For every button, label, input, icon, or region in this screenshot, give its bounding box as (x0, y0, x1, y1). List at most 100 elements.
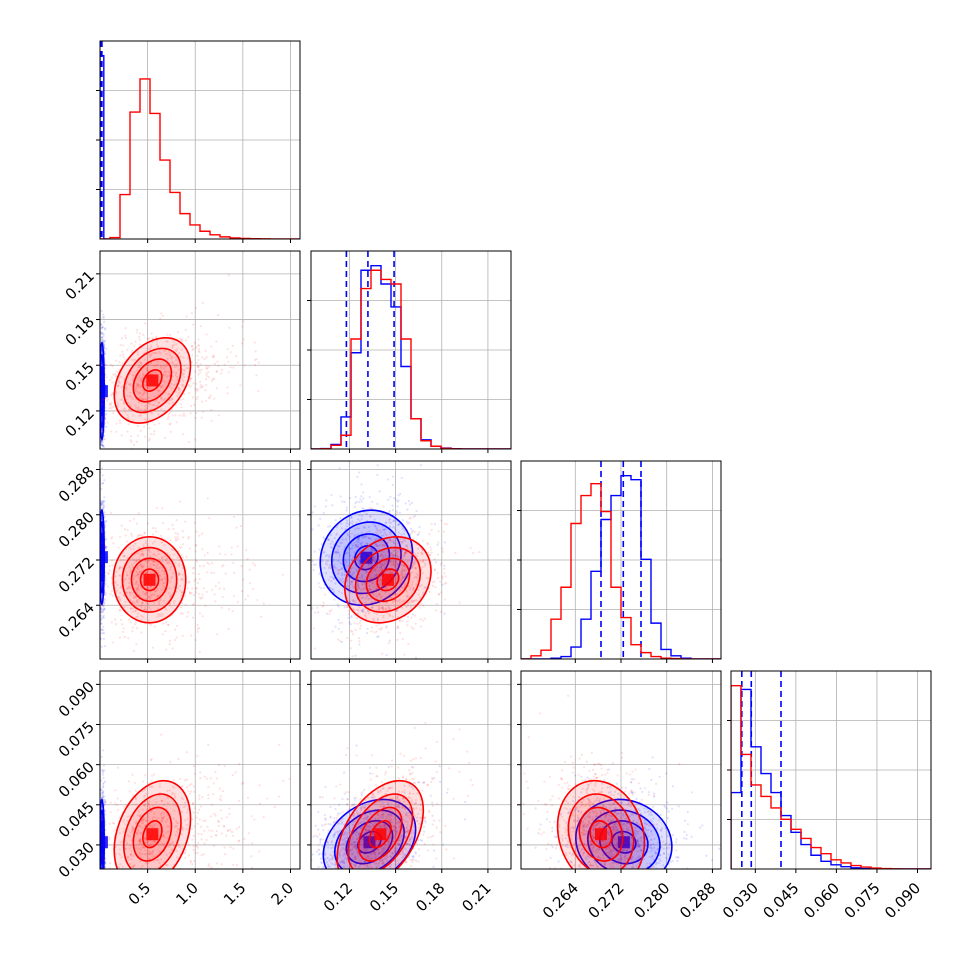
scatter-point (328, 613, 330, 615)
scatter-point (367, 543, 369, 545)
scatter-point (165, 648, 167, 650)
scatter-point (101, 769, 103, 771)
scatter-point (292, 613, 294, 615)
scatter-point (371, 626, 373, 628)
scatter-point (348, 621, 350, 623)
scatter-point (133, 650, 135, 652)
scatter-point (208, 517, 210, 519)
scatter-point (239, 384, 241, 386)
scatter-point (338, 556, 340, 558)
scatter-point (97, 811, 99, 813)
scatter-point (154, 423, 156, 425)
scatter-point (98, 397, 100, 399)
scatter-point (387, 499, 389, 501)
scatter-point (216, 371, 218, 373)
panel-content (78, 734, 291, 960)
scatter-point (220, 372, 222, 374)
scatter-point (103, 764, 105, 766)
histogram-red-p0 (100, 79, 300, 239)
scatter-point (101, 870, 103, 872)
scatter-point (441, 547, 443, 549)
scatter-point (441, 577, 443, 579)
scatter-point (437, 577, 439, 579)
scatter-point (126, 349, 128, 351)
scatter-point (98, 394, 100, 396)
scatter-point (102, 884, 104, 886)
scatter-point (136, 331, 138, 333)
scatter-point (131, 630, 133, 632)
scatter-point (102, 451, 104, 453)
scatter-point (206, 375, 208, 377)
scatter-point (100, 880, 102, 882)
panel-content (265, 464, 480, 664)
scatter-point (200, 363, 202, 365)
scatter-point (176, 625, 178, 627)
scatter-point (99, 873, 101, 875)
scatter-point (102, 911, 104, 913)
scatter-point (350, 647, 352, 649)
scatter-point (177, 538, 179, 540)
scatter-point (136, 523, 138, 525)
scatter-point (178, 414, 180, 416)
scatter-point (102, 335, 104, 337)
scatter-point (127, 529, 129, 531)
scatter-point (155, 336, 157, 338)
scatter-point (443, 531, 445, 533)
scatter-point (202, 302, 204, 304)
scatter-point (104, 511, 106, 513)
scatter-point (434, 523, 436, 525)
scatter-point (374, 538, 376, 540)
scatter-point (101, 879, 103, 881)
scatter-point (282, 574, 284, 576)
scatter-point (166, 334, 168, 336)
scatter-point (313, 564, 315, 566)
density-peak-blue (96, 385, 108, 397)
scatter-point (208, 397, 210, 399)
scatter-point (427, 543, 429, 545)
scatter-point (100, 879, 102, 881)
scatter-point (252, 562, 254, 564)
scatter-point (94, 597, 96, 599)
scatter-point (185, 604, 187, 606)
scatter-point (249, 582, 251, 584)
scatter-point (228, 274, 230, 276)
scatter-point (95, 534, 97, 536)
scatter-point (232, 366, 234, 368)
scatter-point (197, 365, 199, 367)
scatter-point (102, 774, 104, 776)
scatter-point (343, 574, 345, 576)
y-tick-label-p1-0: 0.12 (62, 404, 98, 440)
scatter-point (340, 495, 342, 497)
scatter-point (232, 610, 234, 612)
scatter-point (167, 624, 169, 626)
scatter-point (395, 514, 397, 516)
scatter-point (190, 412, 192, 414)
scatter-point (110, 407, 112, 409)
scatter-point (100, 869, 102, 871)
scatter-point (339, 467, 341, 469)
scatter-point (101, 449, 103, 451)
scatter-point (350, 616, 352, 618)
scatter-point (109, 570, 111, 572)
scatter-point (101, 452, 103, 454)
scatter-point (337, 619, 339, 621)
scatter-point (197, 359, 199, 361)
scatter-point (440, 611, 442, 613)
scatter-point (104, 608, 106, 610)
scatter-point (124, 528, 126, 530)
scatter-point (104, 327, 106, 329)
scatter-point (120, 619, 122, 621)
scatter-point (358, 637, 360, 639)
scatter-point (101, 477, 103, 479)
scatter-point (97, 352, 99, 354)
scatter-point (181, 415, 183, 417)
scatter-point (110, 430, 112, 432)
scatter-point (93, 400, 95, 402)
scatter-point (117, 546, 119, 548)
scatter-point (102, 876, 104, 878)
scatter-point (99, 882, 101, 884)
scatter-point (318, 524, 320, 526)
scatter-point (224, 553, 226, 555)
scatter-point (101, 440, 103, 442)
scatter-point (182, 543, 184, 545)
